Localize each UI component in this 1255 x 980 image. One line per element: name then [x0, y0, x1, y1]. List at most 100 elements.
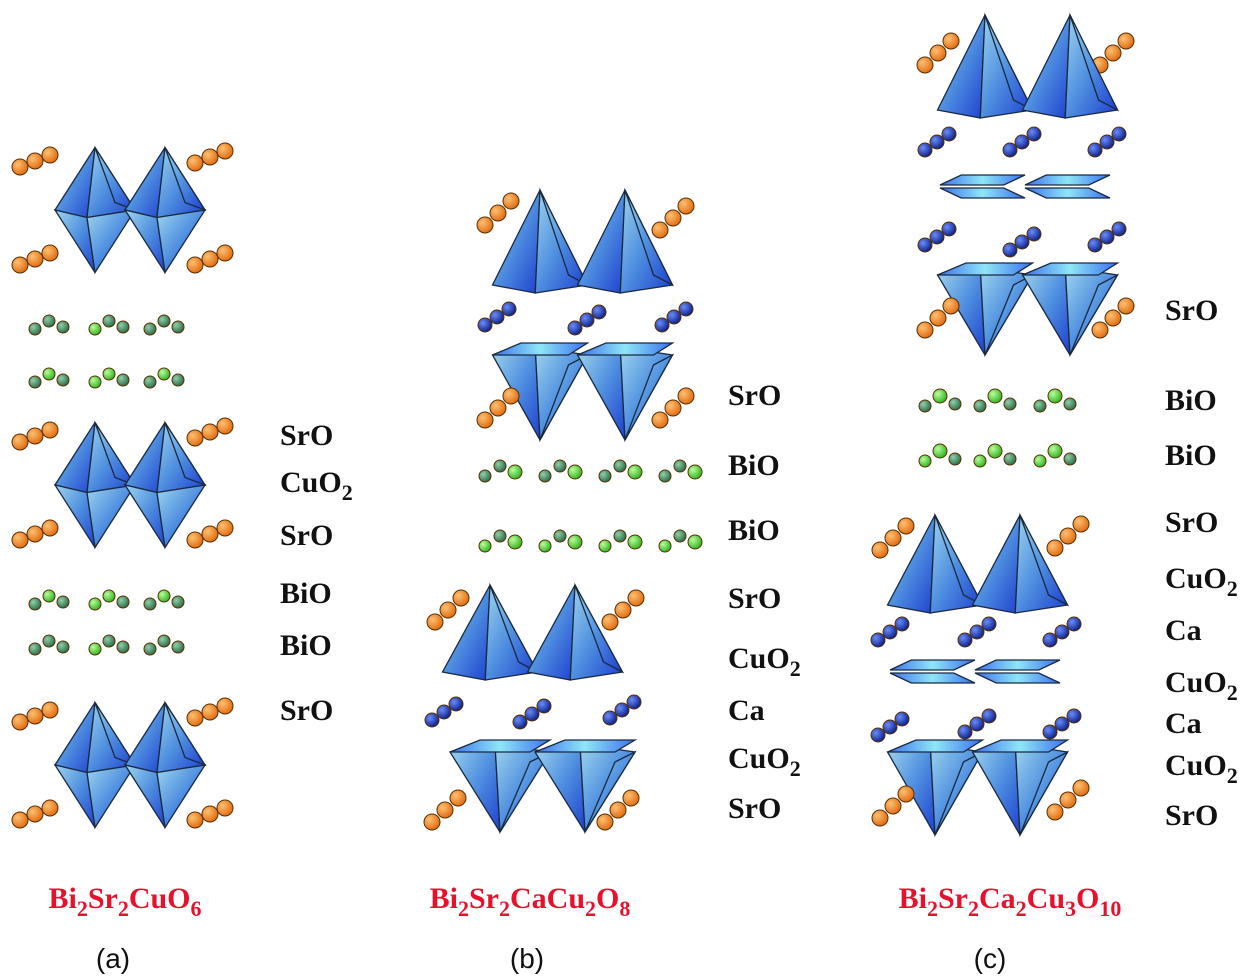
atom: [1060, 528, 1076, 544]
atom: [674, 530, 686, 542]
text-part: SrO: [728, 379, 781, 412]
atom: [27, 251, 43, 267]
atom: [627, 695, 641, 709]
subscript: 6: [191, 896, 202, 921]
layer-label: SrO: [280, 419, 333, 452]
atom: [187, 430, 203, 446]
layer-label: SrO: [280, 519, 333, 552]
atom: [872, 542, 888, 558]
text-part: SrO: [280, 519, 333, 552]
atom: [117, 596, 129, 608]
atom: [43, 368, 55, 380]
atom: [883, 625, 897, 639]
subscript: 2: [1227, 576, 1238, 601]
atom: [449, 697, 463, 711]
atom: [580, 313, 594, 327]
atom: [1048, 389, 1062, 403]
atom: [652, 412, 668, 428]
atom: [1118, 33, 1134, 49]
atom: [187, 812, 203, 828]
polyhedron-face: [973, 744, 1021, 835]
atom: [599, 470, 611, 482]
atom: [988, 389, 1002, 403]
atom: [1003, 243, 1017, 257]
atom: [144, 598, 156, 610]
atom: [503, 388, 519, 404]
atom: [29, 643, 41, 655]
text-part: O: [1076, 882, 1099, 915]
atom: [158, 368, 170, 380]
atom: [1047, 540, 1063, 556]
subscript: 2: [1227, 763, 1238, 788]
atom: [144, 323, 156, 335]
atom: [539, 470, 551, 482]
atom: [539, 540, 551, 552]
atom: [117, 641, 129, 653]
polyhedron-face: [535, 744, 585, 832]
text-part: SrO: [1165, 294, 1218, 327]
atom: [982, 617, 996, 631]
atom: [217, 143, 233, 159]
polyhedron-face: [578, 347, 626, 440]
text-part: Sr: [469, 882, 499, 915]
atom: [42, 800, 58, 816]
atom: [217, 418, 233, 434]
atom: [158, 590, 170, 602]
atom: [1047, 804, 1063, 820]
layer-label: SrO: [728, 379, 781, 412]
text-part: SrO: [1165, 506, 1218, 539]
atom: [1073, 516, 1089, 532]
atom: [42, 520, 58, 536]
atom: [187, 257, 203, 273]
text-part: BiO: [280, 577, 332, 610]
polyhedron-face: [528, 585, 576, 680]
text-part: Sr: [88, 882, 118, 915]
atom: [29, 376, 41, 388]
layer-label: CuO2: [1165, 749, 1238, 788]
atom: [187, 155, 203, 171]
layer-label: Ca: [728, 694, 765, 727]
text-part: Ca: [728, 694, 765, 727]
text-part: Ca: [1165, 614, 1202, 647]
atom: [615, 703, 629, 717]
atom: [885, 530, 901, 546]
atom: [949, 453, 961, 465]
layer-label: BiO: [280, 629, 332, 662]
atom: [503, 193, 519, 209]
panel-label: (b): [510, 943, 544, 974]
atom: [871, 728, 885, 742]
atom: [1034, 400, 1046, 412]
layer-label: BiO: [1165, 439, 1217, 472]
atom: [479, 470, 491, 482]
atom: [1055, 717, 1069, 731]
atom: [12, 159, 28, 175]
atom: [665, 210, 681, 226]
atom: [42, 422, 58, 438]
atom: [427, 614, 443, 630]
atom: [917, 57, 933, 73]
diagram: SrOCuO2SrOBiOBiOSrOBi2Sr2CuO6(a)SrOBiOBi…: [0, 0, 1255, 980]
subscript: 2: [118, 896, 129, 921]
atom: [1105, 310, 1121, 326]
atom: [1043, 725, 1057, 739]
atom: [202, 149, 218, 165]
formula: Bi2Sr2CuO6: [48, 882, 201, 921]
atom: [103, 315, 115, 327]
atom: [478, 318, 492, 332]
text-part: CuO: [280, 466, 342, 499]
atom: [57, 596, 69, 608]
text-part: Bi: [899, 882, 927, 915]
atom: [440, 602, 456, 618]
atom: [490, 205, 506, 221]
atom: [12, 257, 28, 273]
atom: [12, 812, 28, 828]
atom: [202, 424, 218, 440]
cuo2-plane: [940, 188, 1025, 198]
cuo2-plane: [940, 175, 1025, 185]
atom: [933, 444, 947, 458]
atom: [513, 715, 527, 729]
atom: [628, 465, 642, 479]
atom: [1112, 222, 1126, 236]
atom: [89, 376, 101, 388]
atom: [919, 400, 931, 412]
